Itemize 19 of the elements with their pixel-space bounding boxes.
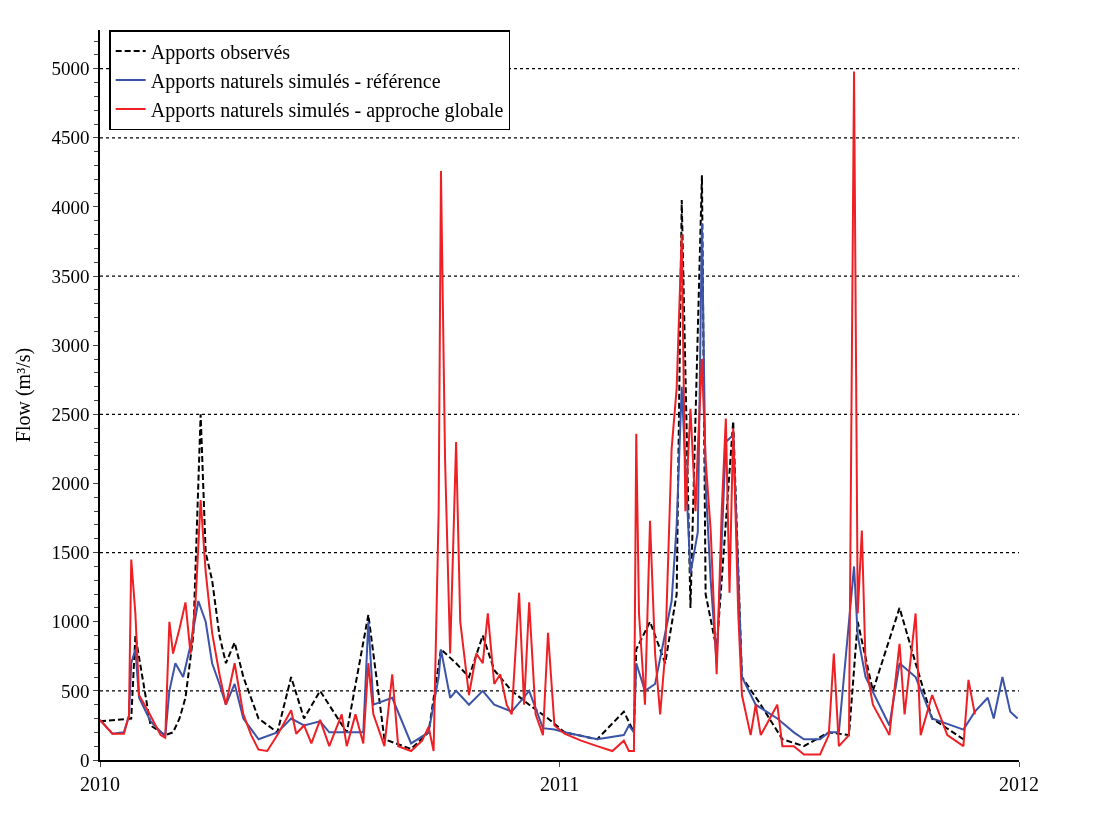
x-tick-label: 2012: [999, 772, 1039, 795]
x-tick-label: 2011: [539, 772, 580, 795]
legend-label: Apports naturels simulés - approche globale: [150, 98, 504, 122]
y-tick-label: 3000: [51, 334, 90, 356]
y-tick-label: 4000: [51, 196, 90, 218]
legend-label: Apports observés: [150, 40, 291, 64]
legend-label: Apports naturels simulés - référence: [150, 69, 441, 93]
y-tick-label: 2000: [51, 473, 90, 495]
y-axis-title: Flow (m³/s): [12, 347, 36, 443]
y-tick-label: 500: [60, 680, 90, 702]
y-tick-label: 2500: [51, 404, 90, 426]
y-tick-label: 1500: [51, 542, 90, 564]
line-series: [100, 70, 976, 756]
x-tick-label: 2010: [80, 772, 120, 795]
y-tick-label: 3500: [51, 265, 90, 287]
y-tick-label: 4500: [51, 127, 90, 149]
y-tick-label: 1000: [51, 611, 90, 633]
y-tick-label: 0: [79, 749, 90, 771]
y-tick-label: 5000: [51, 58, 90, 80]
